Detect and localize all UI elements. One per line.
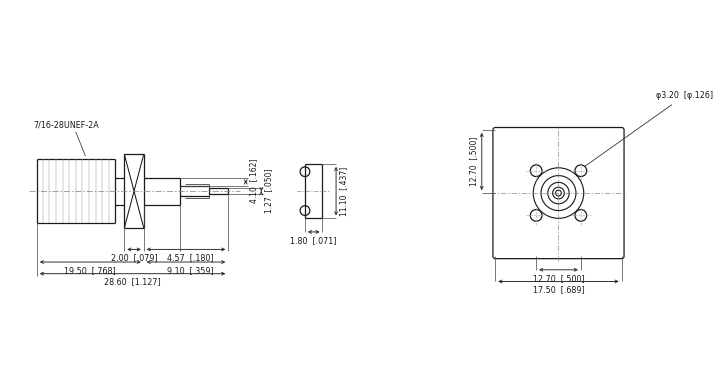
Text: 12.70  [.500]: 12.70 [.500]: [469, 137, 478, 186]
Text: 4.10  [.162]: 4.10 [.162]: [248, 159, 258, 203]
Text: 19.50  [.768]: 19.50 [.768]: [65, 266, 116, 275]
Text: 11.10  [.437]: 11.10 [.437]: [339, 167, 348, 216]
Text: 2.00  [.079]: 2.00 [.079]: [111, 253, 158, 262]
Text: 12.70  [.500]: 12.70 [.500]: [533, 274, 585, 283]
Text: φ3.20  [φ.126]: φ3.20 [φ.126]: [585, 91, 713, 166]
Text: 9.10  [.359]: 9.10 [.359]: [166, 266, 213, 275]
Text: 28.60  [1.127]: 28.60 [1.127]: [104, 278, 161, 287]
Text: 17.50  [.689]: 17.50 [.689]: [533, 285, 585, 294]
Text: 1.27  [.050]: 1.27 [.050]: [264, 169, 273, 213]
Text: 1.80  [.071]: 1.80 [.071]: [290, 236, 337, 245]
Text: 4.57  [.180]: 4.57 [.180]: [166, 253, 213, 262]
Text: 7/16-28UNEF-2A: 7/16-28UNEF-2A: [33, 121, 99, 130]
